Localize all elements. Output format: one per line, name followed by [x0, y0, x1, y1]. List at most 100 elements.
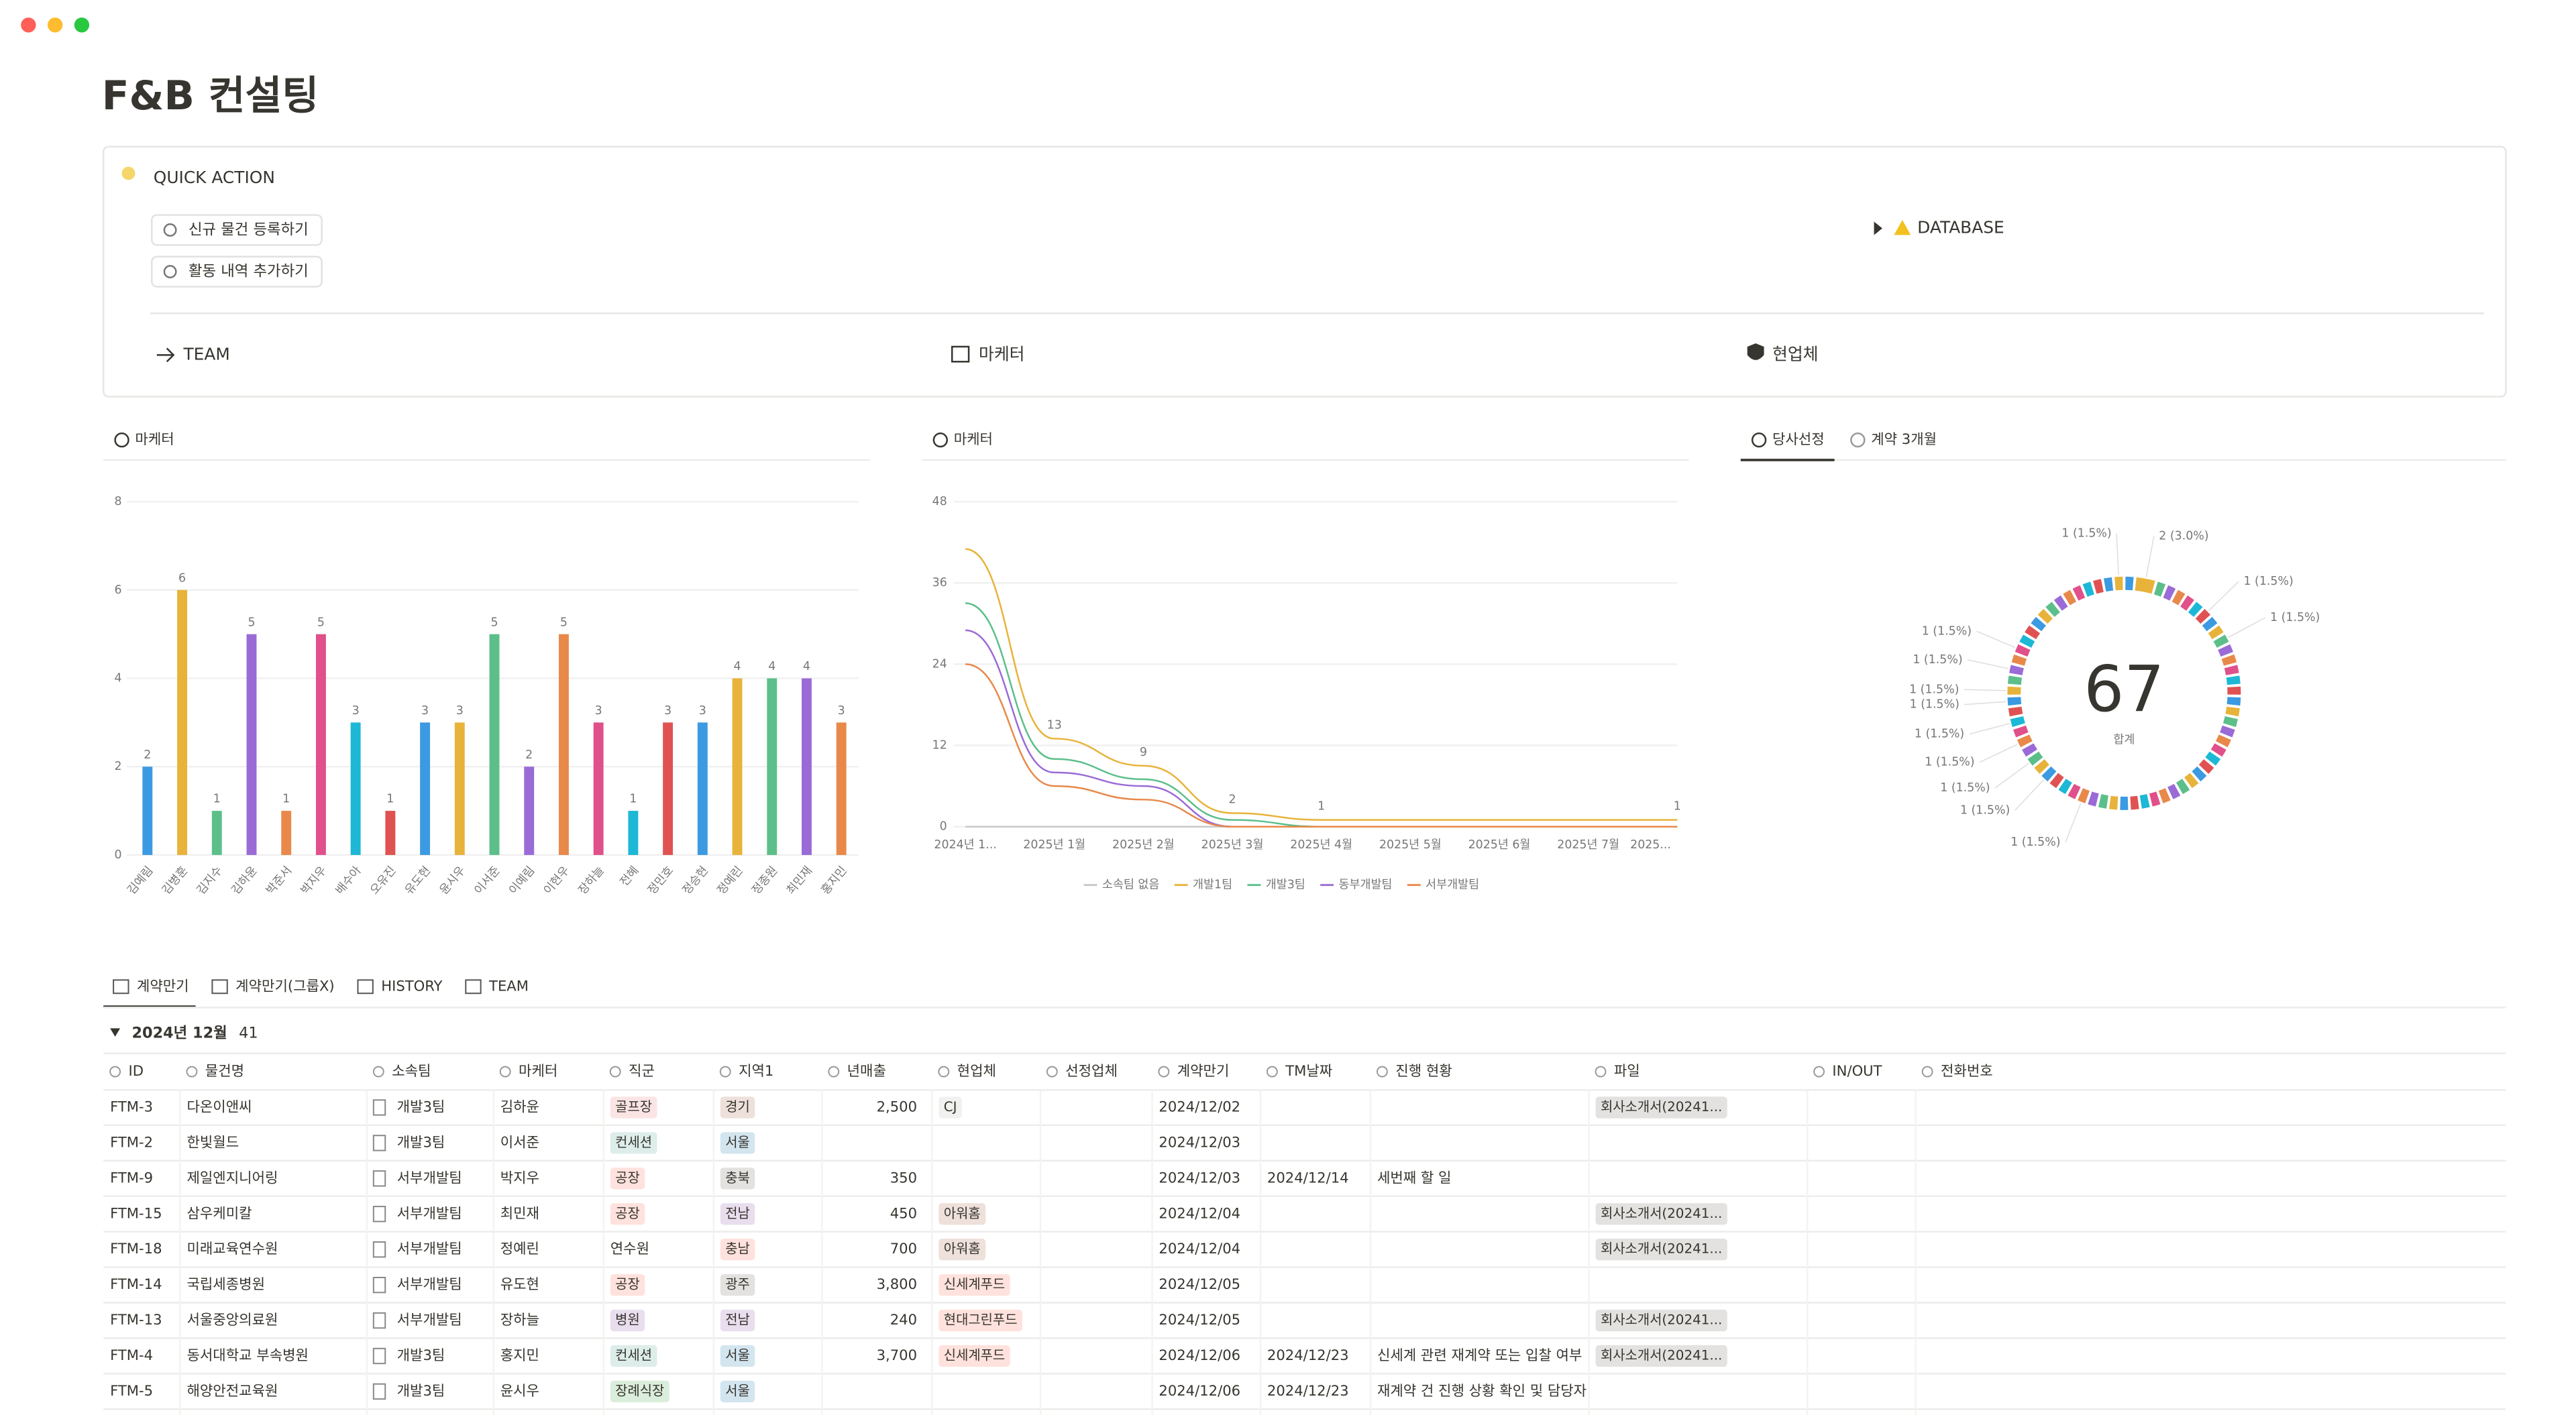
bar	[558, 634, 569, 855]
slice-label: 1 (1.5%)	[1909, 683, 1959, 696]
tag	[610, 1380, 669, 1403]
cell-text[interactable]: 서울중앙의료원	[186, 1311, 278, 1328]
view-tab[interactable]: 마케터	[954, 431, 993, 447]
doc-icon	[372, 1135, 386, 1151]
bar	[454, 722, 465, 855]
column-header[interactable]: 계약만기	[1177, 1062, 1230, 1079]
column-header[interactable]: 년매출	[847, 1062, 886, 1079]
value-label: 3	[838, 704, 845, 718]
value-label: 4	[768, 660, 775, 673]
cell-text[interactable]: 한빛월드	[186, 1133, 239, 1150]
cell-text: 홍지민	[500, 1347, 539, 1363]
y-tick-label: 48	[932, 495, 947, 508]
cell-text[interactable]: 미래교육연수원	[186, 1240, 278, 1257]
column-header[interactable]: 전화번호	[1941, 1062, 1993, 1079]
cell-text: 개발3팀	[397, 1133, 445, 1150]
row-id: FTM-18	[110, 1240, 162, 1257]
column-icon	[1266, 1066, 1278, 1078]
database-toggle[interactable]: DATABASE	[1917, 217, 2004, 237]
link[interactable]: 마케터	[979, 344, 1025, 363]
doc-icon	[372, 1312, 386, 1329]
window-zoom[interactable]	[74, 17, 90, 33]
line-series	[965, 548, 1678, 821]
column-header[interactable]: 지역1	[739, 1062, 773, 1079]
column-header[interactable]: 소속팀	[392, 1062, 431, 1079]
column-header[interactable]: IN/OUT	[1832, 1062, 1882, 1079]
cell-text[interactable]: 해양안전교육원	[186, 1382, 278, 1399]
column-header[interactable]: 물건명	[205, 1062, 244, 1079]
donut-segment	[2215, 734, 2231, 748]
donut-segment	[2163, 585, 2176, 601]
tag	[720, 1380, 755, 1403]
cell-text: 2024/12/04	[1159, 1204, 1240, 1221]
column-icon	[1158, 1066, 1170, 1078]
column-header[interactable]: 진행 현황	[1395, 1062, 1452, 1079]
column-header[interactable]: 직군	[629, 1062, 655, 1079]
view-tab[interactable]: 계약 3개월	[1871, 431, 1937, 447]
cell-text[interactable]: 삼우케미칼	[186, 1204, 252, 1221]
value-label: 2	[144, 748, 151, 762]
toggle-arrow[interactable]	[1874, 221, 1883, 235]
donut-segment	[2195, 609, 2210, 624]
window-minimize[interactable]	[47, 17, 63, 33]
slice-label: 1 (1.5%)	[1913, 653, 1962, 667]
value-label: 3	[664, 704, 672, 718]
cell-text: 2024/12/05	[1159, 1276, 1240, 1292]
bar	[524, 767, 535, 855]
donut-segment	[2053, 595, 2068, 611]
group-label: 2024년 12월	[131, 1024, 227, 1041]
column-header[interactable]: ID	[128, 1062, 143, 1079]
donut-segment	[2226, 675, 2241, 685]
tag-label: 회사소개서(20241...	[1601, 1312, 1722, 1328]
table-tab[interactable]: 계약만기(그룹X)	[235, 977, 334, 994]
window-close[interactable]	[21, 17, 36, 33]
bar	[281, 811, 292, 855]
view-tab[interactable]: 마케터	[135, 431, 174, 447]
column-header[interactable]: 마케터	[519, 1062, 557, 1079]
column-header[interactable]: 선정업체	[1065, 1062, 1118, 1079]
tag-label: 병원	[615, 1312, 640, 1328]
leader-line	[2065, 803, 2082, 843]
tag	[938, 1345, 1010, 1367]
donut-segment	[2017, 734, 2033, 748]
image-icon	[951, 345, 970, 363]
column-header[interactable]: TM날짜	[1285, 1062, 1332, 1079]
donut-segment	[2202, 616, 2218, 632]
row-id: FTM-3	[110, 1098, 153, 1115]
donut-segment	[2025, 625, 2041, 640]
cell-text: 재계약 건 진행 상황 확인 및 담당자	[1377, 1382, 1587, 1399]
tag	[720, 1345, 755, 1367]
tab-icon	[357, 979, 374, 995]
cell-text[interactable]: 다온이앤씨	[186, 1098, 252, 1115]
view-tab[interactable]: 당사선정	[1772, 431, 1825, 447]
donut-segment	[2072, 585, 2086, 601]
link[interactable]: TEAM	[183, 344, 230, 363]
table-tab[interactable]: 계약만기	[137, 977, 189, 994]
column-icon	[609, 1066, 621, 1078]
group-toggle[interactable]	[110, 1028, 121, 1037]
tag	[720, 1309, 755, 1332]
action-button[interactable]	[151, 214, 323, 246]
cell-text[interactable]: 동서대학교 부속병원	[186, 1347, 309, 1363]
cell-text[interactable]: 국립세종병원	[186, 1276, 265, 1292]
cell-text: 김하윤	[500, 1098, 539, 1115]
column-header[interactable]: 파일	[1614, 1062, 1640, 1079]
cell-text[interactable]: 제일엔지니어링	[186, 1169, 278, 1186]
donut-segment	[2139, 794, 2150, 809]
link[interactable]: 현업체	[1772, 344, 1819, 363]
tag-label: 공장	[615, 1206, 640, 1221]
tag	[720, 1274, 755, 1296]
x-tick-label: 2025년 3월	[1201, 838, 1264, 852]
table-tab[interactable]: TEAM	[488, 977, 529, 994]
table-tab[interactable]: HISTORY	[381, 977, 442, 994]
donut-segment	[2093, 579, 2104, 594]
slice-label: 1 (1.5%)	[1915, 728, 1964, 741]
leader-line	[1964, 689, 2006, 691]
tab-icon	[1850, 432, 1866, 448]
cell-text: 박지우	[500, 1169, 539, 1186]
cell-text: 서부개발팀	[397, 1240, 462, 1257]
column-header[interactable]: 현업체	[957, 1062, 996, 1079]
action-button[interactable]	[151, 256, 323, 288]
donut-segment	[2226, 697, 2241, 706]
column-icon	[1595, 1066, 1607, 1078]
